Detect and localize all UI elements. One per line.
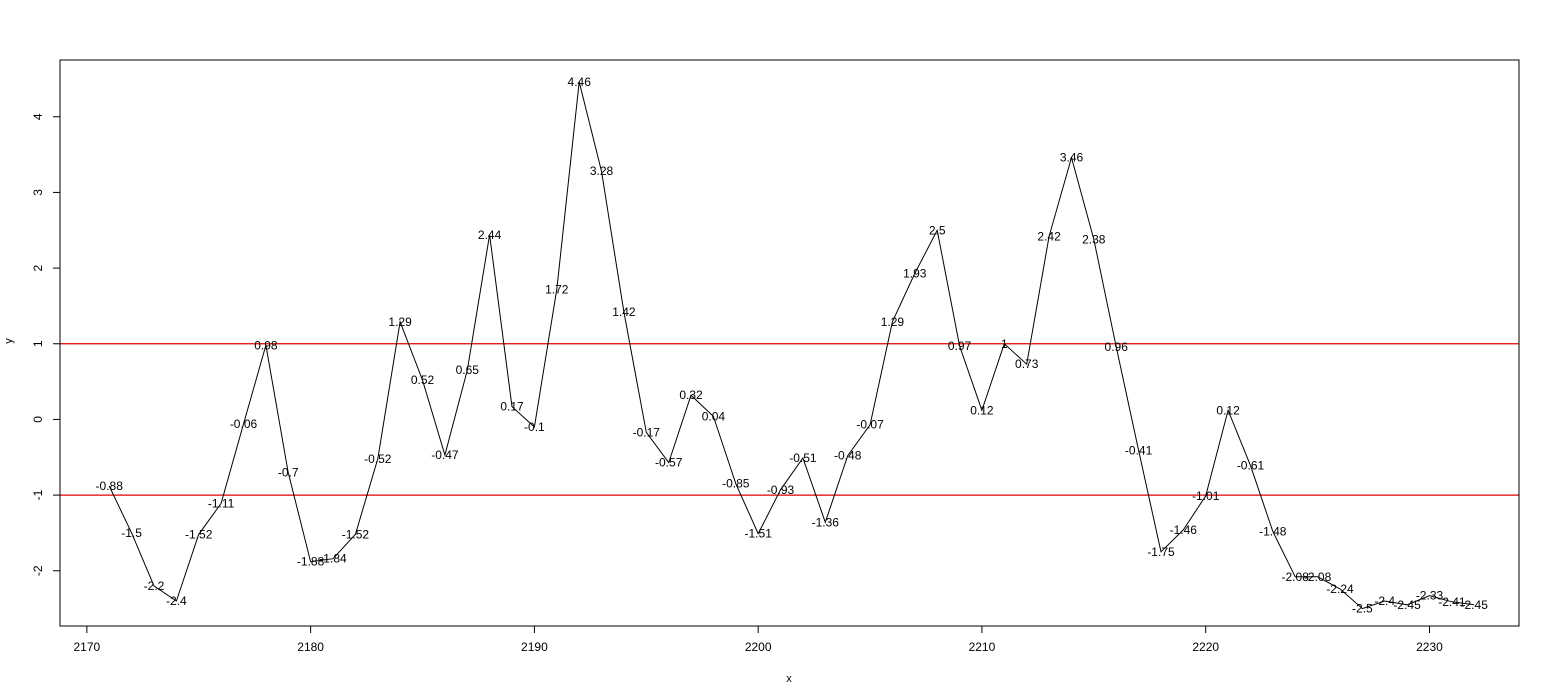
data-label: 4.46 [568,75,592,89]
data-label: -1.52 [342,527,370,541]
x-tick-label: 2210 [969,640,996,654]
data-label: -2.4 [1374,594,1395,608]
y-tick-label: -1 [31,489,45,500]
data-label: -1.52 [185,527,213,541]
data-label: -1.51 [745,527,773,541]
x-tick-label: 2170 [74,640,101,654]
data-label: -0.41 [1125,443,1153,457]
x-axis-label: x [786,673,792,685]
data-label: -0.7 [278,465,299,479]
data-label: -0.51 [789,451,817,465]
data-label: -1.84 [319,552,347,566]
data-label: 2.42 [1037,229,1061,243]
data-label: -0.52 [364,452,392,466]
series-line [108,81,1475,610]
y-tick-label: 3 [31,189,45,196]
data-label: 0.65 [456,363,480,377]
data-label: -0.47 [431,448,459,462]
data-label: -0.88 [96,479,124,493]
data-label: 1.93 [903,266,927,280]
reference-lines [60,343,1519,496]
data-label: 0.98 [254,338,278,352]
data-label: -1.36 [812,515,840,529]
y-axis: -2 -1 0 1 2 3 4 [31,113,60,576]
data-label: -1.75 [1147,545,1175,559]
data-label: -2.08 [1282,570,1310,584]
data-label: 0.32 [679,388,703,402]
data-label: -1.11 [208,496,235,510]
data-label: 3.46 [1060,151,1084,165]
x-tick-label: 2230 [1416,640,1443,654]
data-label: -0.93 [767,483,795,497]
data-label: 2.38 [1082,232,1106,246]
data-label: 0.52 [411,373,435,387]
data-label: -1.88 [297,555,325,569]
plot-area-border [59,59,1520,627]
data-label: 2.5 [929,223,946,237]
y-axis-label: y [3,338,15,344]
data-label: -2.24 [1326,582,1354,596]
data-label: 0.97 [948,339,972,353]
x-tick-label: 2220 [1192,640,1219,654]
data-label: 0.17 [500,400,524,414]
x-tick-label: 2190 [521,640,548,654]
data-label: -2.4 [166,594,187,608]
data-label: -0.48 [834,449,862,463]
data-label: -0.07 [856,418,884,432]
data-label: 1 [1001,337,1008,351]
data-label: 1.42 [612,305,636,319]
data-label: -0.06 [230,417,258,431]
data-label: 0.96 [1105,340,1129,354]
data-label: -0.61 [1237,459,1265,473]
data-label: -1.5 [121,526,142,540]
y-tick-label: 2 [31,264,45,271]
y-tick-label: 1 [31,340,45,347]
data-label: -0.85 [722,477,750,491]
data-label: 1.72 [545,282,569,296]
data-label: -2.08 [1304,570,1332,584]
data-label: -1.01 [1192,489,1220,503]
data-label: -1.48 [1259,524,1287,538]
y-tick-label: 4 [31,113,45,120]
data-label: 2.44 [478,228,502,242]
data-label: -0.57 [655,456,683,470]
data-label: 0.12 [970,403,994,417]
data-label: -2.45 [1393,598,1421,612]
x-tick-label: 2200 [745,640,772,654]
data-label: -2.2 [144,579,165,593]
data-label: 0.73 [1015,357,1039,371]
y-tick-label: 0 [31,416,45,423]
x-axis: 2170 2180 2190 2200 2210 2220 2230 [74,626,1443,654]
data-label: -2.33 [1416,589,1444,603]
data-label: -1.46 [1170,523,1198,537]
data-labels: -0.88-1.5-2.2-2.4-1.52-1.11-0.060.98-0.7… [96,75,1489,616]
data-label: 3.28 [590,164,614,178]
data-label: 0.12 [1216,403,1240,417]
data-label: 1.29 [388,315,412,329]
data-label: -0.17 [633,425,661,439]
data-label: -2.5 [1352,602,1373,616]
x-tick-label: 2180 [297,640,324,654]
data-label: -2.45 [1461,598,1489,612]
data-label: -2.41 [1438,595,1466,609]
y-tick-label: -2 [31,565,45,576]
data-label: 1.29 [881,315,905,329]
data-label: 0.04 [702,409,726,423]
data-label: -0.1 [524,420,545,434]
